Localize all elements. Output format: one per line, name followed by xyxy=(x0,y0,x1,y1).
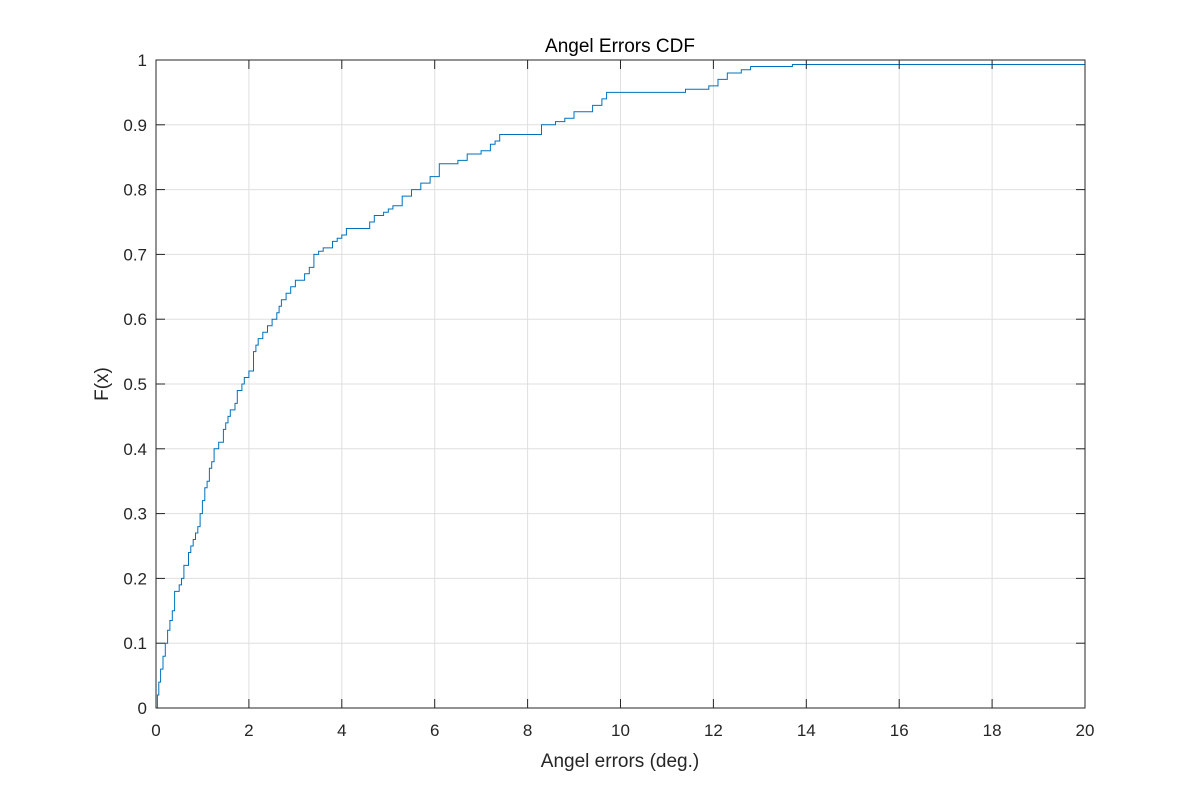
y-tick-label: 0.7 xyxy=(123,245,147,264)
y-tick-labels: 0 0.1 0.2 0.3 0.4 0.5 0.6 0.7 0.8 0.9 1 xyxy=(123,51,147,718)
series-layer xyxy=(156,64,1085,709)
y-tick-label: 0.8 xyxy=(123,181,147,200)
x-tick-label: 18 xyxy=(983,721,1002,740)
ticks xyxy=(155,59,1086,709)
x-tick-label: 10 xyxy=(611,721,630,740)
y-tick-label: 0.5 xyxy=(123,375,147,394)
x-tick-label: 2 xyxy=(244,721,253,740)
x-tick-label: 20 xyxy=(1076,721,1095,740)
y-axis-label: F(x) xyxy=(92,367,113,401)
y-tick-label: 0.2 xyxy=(123,569,147,588)
y-tick-label: 0.4 xyxy=(123,440,147,459)
y-tick-label: 0.1 xyxy=(123,634,147,653)
x-tick-label: 4 xyxy=(337,721,346,740)
x-tick-labels: 0 2 4 6 8 10 12 14 16 18 20 xyxy=(151,721,1094,740)
y-tick-label: 0.9 xyxy=(123,116,147,135)
y-tick-label: 0.6 xyxy=(123,310,147,329)
x-tick-label: 0 xyxy=(151,721,160,740)
chart-title: Angel Errors CDF xyxy=(545,36,695,57)
x-tick-label: 6 xyxy=(430,721,439,740)
x-axis-label: Angel errors (deg.) xyxy=(541,751,699,772)
cdf-series-line xyxy=(156,64,1085,709)
y-tick-label: 0 xyxy=(138,699,147,718)
x-tick-label: 8 xyxy=(523,721,532,740)
y-tick-label: 1 xyxy=(138,51,147,70)
y-tick-label: 0.3 xyxy=(123,505,147,524)
x-tick-label: 12 xyxy=(704,721,723,740)
x-tick-label: 16 xyxy=(890,721,909,740)
x-tick-label: 14 xyxy=(797,721,816,740)
